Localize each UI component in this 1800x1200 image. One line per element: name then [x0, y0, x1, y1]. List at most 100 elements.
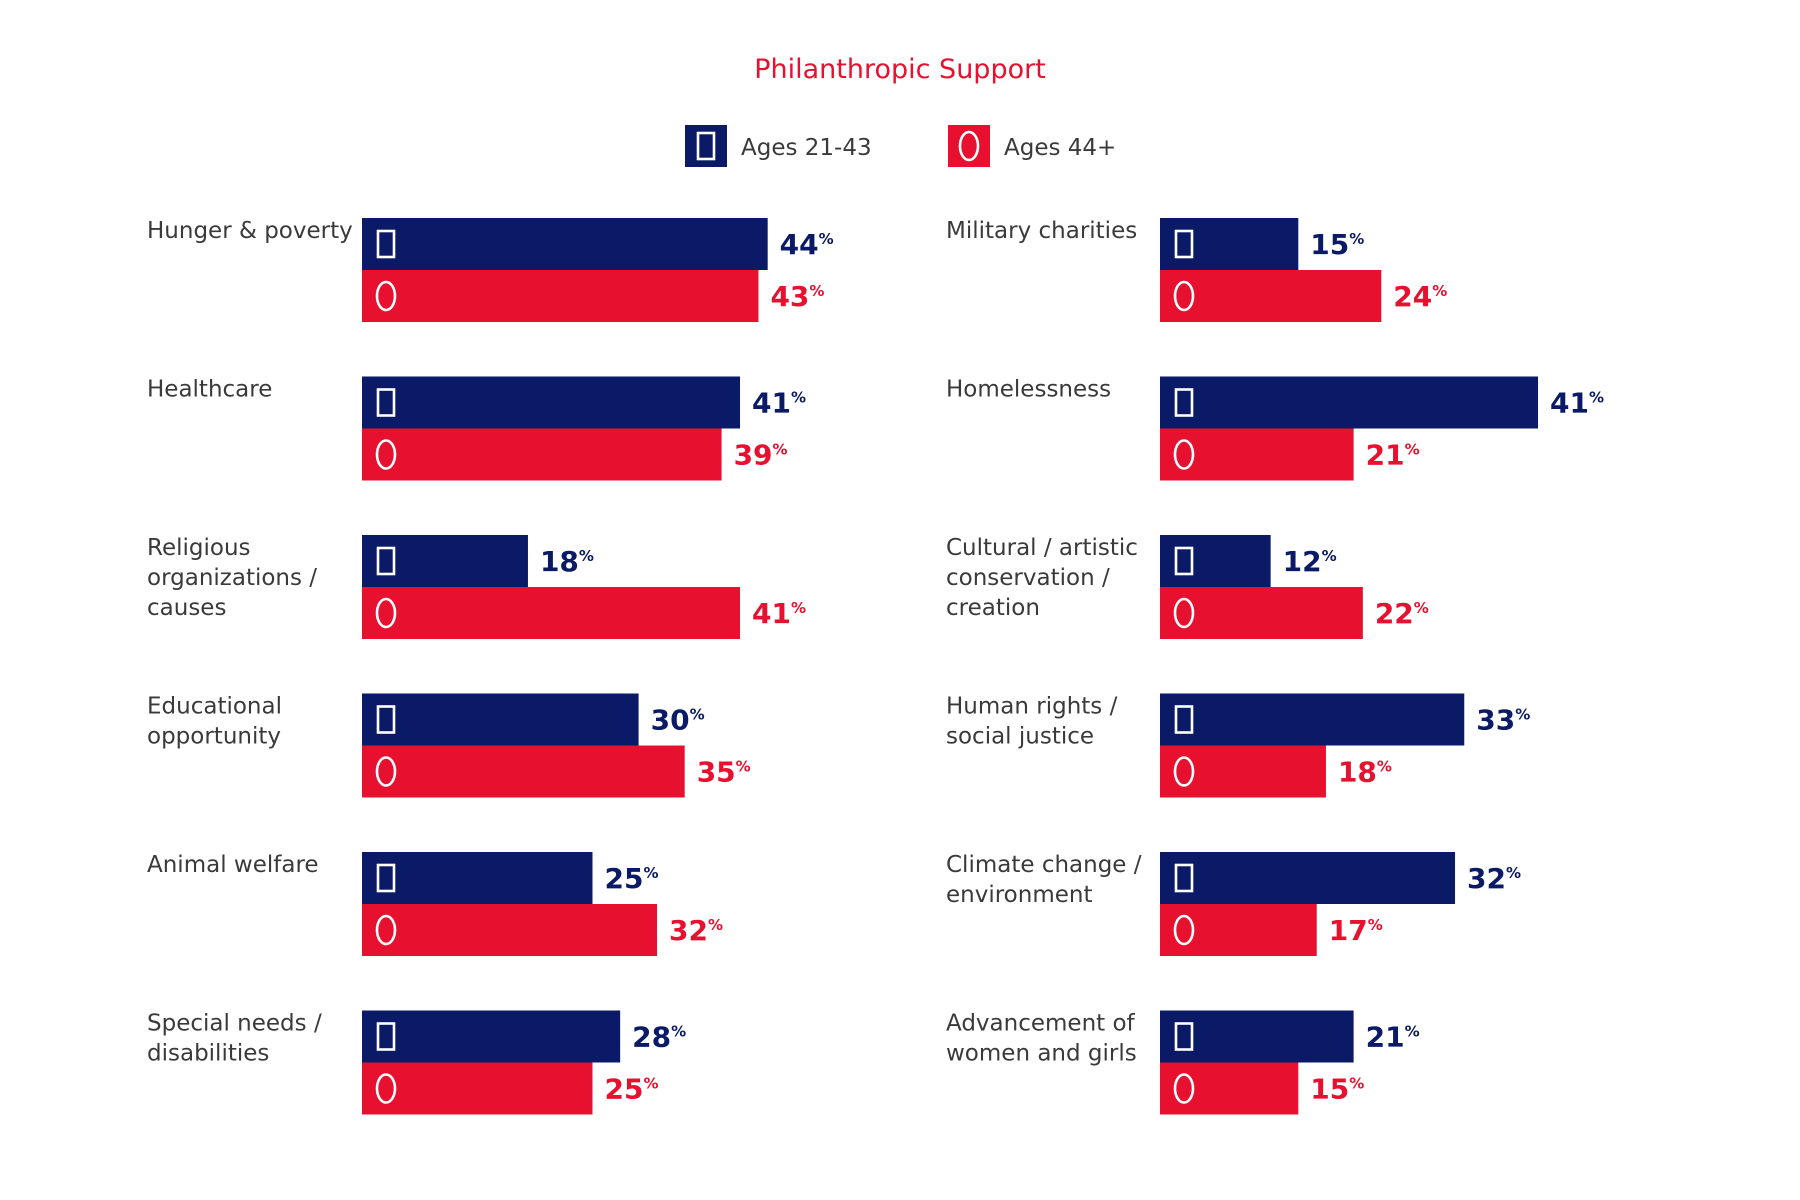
- rectangle-icon: [1174, 1022, 1194, 1051]
- data-label-unit: %: [671, 1023, 686, 1041]
- panel-1: Hunger & poverty 44%43%Healthcare 41%39%Re…: [147, 218, 834, 1115]
- category-label: Cultural / artistic conservation / creatio…: [946, 535, 1138, 621]
- bar: [1160, 745, 1326, 798]
- oval-icon: [1173, 914, 1195, 946]
- oval-icon: [375, 280, 397, 312]
- data-label: 32%: [669, 914, 723, 947]
- bar: [362, 693, 639, 746]
- data-label-unit: %: [690, 706, 705, 724]
- oval-icon: [375, 597, 397, 629]
- legend-label-1: Ages 21-43: [741, 135, 872, 161]
- data-label-unit: %: [1405, 1023, 1420, 1041]
- data-label-value: 32: [1467, 862, 1506, 895]
- bar: [1160, 535, 1271, 587]
- oval-icon: [1173, 597, 1195, 629]
- data-label-value: 21: [1366, 1021, 1405, 1054]
- data-label: 43%: [770, 280, 824, 313]
- category-label-line: environment: [946, 882, 1092, 908]
- legend-item-2: Ages 44+: [948, 125, 1116, 167]
- bar: [1160, 376, 1539, 429]
- data-label-value: 39: [734, 439, 773, 472]
- category-label-line: Hunger & poverty: [147, 218, 353, 244]
- data-label-unit: %: [1589, 389, 1604, 407]
- category-label-line: Healthcare: [147, 377, 272, 403]
- category-label-line: Military charities: [946, 218, 1137, 244]
- category-label-line: Homelessness: [946, 377, 1111, 403]
- data-label-unit: %: [1515, 706, 1530, 724]
- category-label: Religious organizations / causes: [147, 535, 317, 621]
- category-label: Military charities: [946, 218, 1137, 244]
- bar: [362, 376, 741, 429]
- data-label-unit: %: [1432, 282, 1447, 300]
- category-label-line: opportunity: [147, 724, 281, 750]
- data-label-unit: %: [1349, 1075, 1364, 1093]
- data-label: 39%: [734, 439, 788, 472]
- category-label-line: women and girls: [946, 1041, 1137, 1067]
- data-label-value: 25: [605, 1073, 644, 1106]
- data-label-value: 17: [1329, 914, 1368, 947]
- bar: [362, 852, 593, 904]
- category-label-line: disabilities: [147, 1041, 269, 1067]
- data-label-unit: %: [809, 282, 824, 300]
- category-label-line: Educational: [147, 694, 282, 720]
- data-label-value: 33: [1476, 704, 1515, 737]
- bar: [1160, 587, 1363, 639]
- category-label-line: Animal welfare: [147, 852, 319, 878]
- data-label-value: 15: [1310, 1073, 1349, 1106]
- data-label-unit: %: [736, 758, 751, 776]
- data-label-unit: %: [1349, 230, 1364, 248]
- category-label-line: Special needs /: [147, 1011, 322, 1037]
- category-label: Animal welfare: [147, 852, 319, 878]
- data-label: 21%: [1366, 439, 1420, 472]
- category-label: Advancement of women and girls: [946, 1011, 1137, 1067]
- oval-icon: [1173, 439, 1195, 470]
- category-label-line: causes: [147, 595, 226, 621]
- bar: [1160, 428, 1354, 481]
- rectangle-icon: [1174, 863, 1194, 893]
- category-label-line: conservation /: [946, 565, 1110, 591]
- data-label-unit: %: [579, 547, 594, 565]
- category-group: Educational opportunity 30%35%: [147, 693, 751, 798]
- data-label: 17%: [1329, 914, 1383, 947]
- data-label: 21%: [1366, 1021, 1420, 1054]
- data-label: 35%: [697, 756, 751, 789]
- bar: [1160, 1062, 1299, 1115]
- bar: [362, 904, 658, 956]
- data-label: 44%: [780, 228, 834, 261]
- bar: [362, 1062, 593, 1115]
- bar: [1160, 693, 1465, 746]
- data-label: 33%: [1476, 704, 1530, 737]
- data-label-unit: %: [1322, 547, 1337, 565]
- rectangle-icon: [376, 705, 396, 734]
- data-label-unit: %: [791, 599, 806, 617]
- bar: [362, 218, 768, 270]
- rectangle-icon: [376, 229, 396, 259]
- bar: [362, 745, 685, 798]
- rectangle-icon: [1174, 546, 1194, 576]
- data-label: 41%: [752, 597, 806, 630]
- category-group: Human rights / social justice 33% 18%: [946, 693, 1530, 798]
- category-label: Homelessness: [946, 377, 1111, 403]
- data-label-value: 22: [1375, 597, 1414, 630]
- data-label-unit: %: [708, 916, 723, 934]
- data-label-value: 41: [752, 597, 791, 630]
- category-group: Military charities 15%24%: [946, 218, 1447, 322]
- data-label: 24%: [1393, 280, 1447, 313]
- category-label: Human rights / social justice: [946, 694, 1118, 750]
- bar: [362, 535, 528, 587]
- data-label: 18%: [1338, 756, 1392, 789]
- bar: [362, 587, 741, 639]
- category-group: Cultural / artistic conservation / creatio…: [946, 535, 1429, 639]
- rectangle-icon: [1174, 388, 1194, 417]
- data-label-unit: %: [819, 230, 834, 248]
- bar: [1160, 218, 1299, 270]
- oval-icon: [375, 756, 397, 787]
- data-label-unit: %: [643, 1075, 658, 1093]
- bar: [1160, 270, 1382, 322]
- category-group: Climate change / environment 32%17%: [946, 852, 1521, 956]
- data-label-value: 44: [780, 228, 819, 261]
- bar: [1160, 904, 1317, 956]
